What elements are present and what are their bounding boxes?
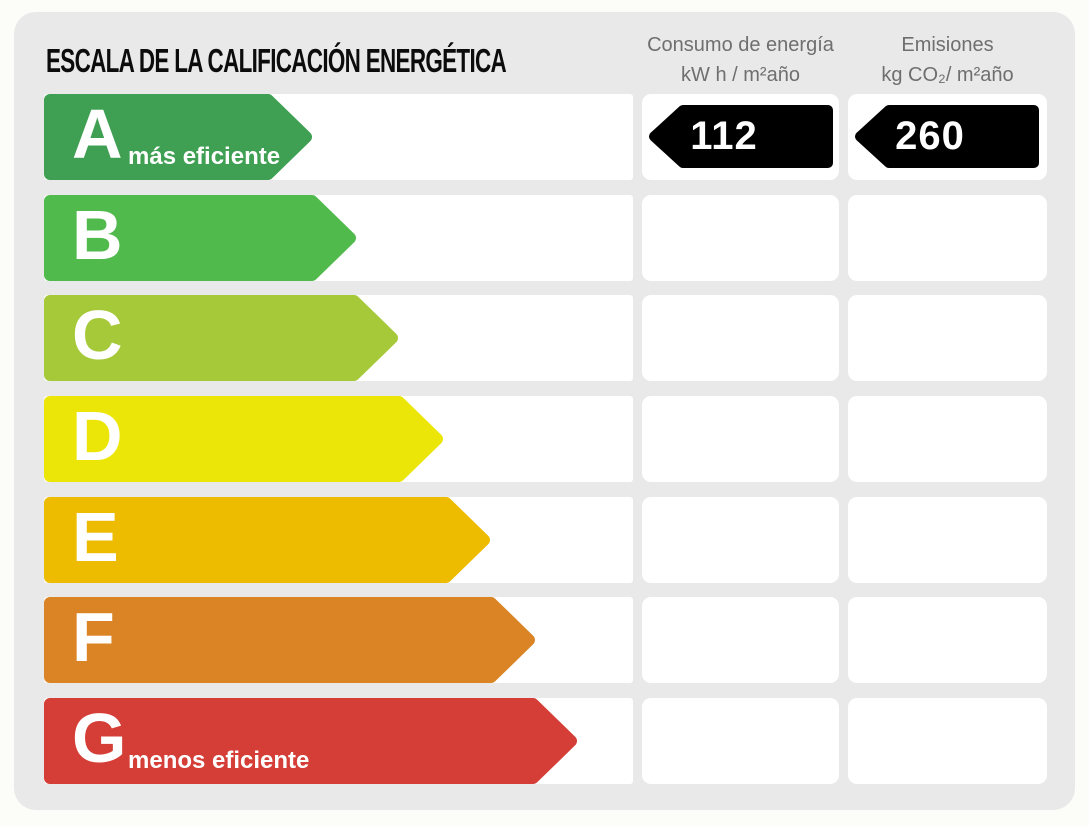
rating-label: menos eficiente (128, 747, 310, 774)
consumo-header-unit: kW h / m²año (681, 64, 800, 86)
badge-arrow-shape (855, 105, 1039, 168)
rating-arrow-icon (44, 597, 535, 683)
rating-arrow-icon (44, 94, 312, 180)
emisiones-cell (848, 295, 1047, 381)
rating-row-e: E (14, 497, 1075, 583)
emisiones-cell: 260 (848, 94, 1047, 180)
consumo-cell (642, 295, 839, 381)
rating-row-c: C (14, 295, 1075, 381)
rating-arrow-shape (44, 497, 490, 583)
rating-row-f: F (14, 597, 1075, 683)
rating-letter: G (72, 699, 127, 777)
emisiones-header-unit: kg CO₂/ m²año (881, 64, 1014, 86)
rating-letter: B (72, 196, 123, 274)
rating-arrow-shape (44, 195, 356, 281)
rating-label: más eficiente (128, 143, 281, 170)
badge-arrow-icon (855, 105, 1039, 168)
rating-arrow-icon (44, 295, 398, 381)
consumo-cell (642, 698, 839, 784)
rating-letter: F (72, 598, 115, 676)
consumo-cell: 112 (642, 94, 839, 180)
emisiones-value-badge: 260 (855, 105, 1039, 168)
rating-arrow-shape (44, 597, 535, 683)
label-panel: ESCALA DE LA CALIFICACIÓN ENERGÉTICA Con… (14, 12, 1075, 810)
rating-row-g: G menos eficiente (14, 698, 1075, 784)
rating-row-d: D (14, 396, 1075, 482)
rating-arrow-icon (44, 195, 356, 281)
badge-arrow-icon (649, 105, 833, 168)
rating-letter: C (72, 296, 123, 374)
rating-arrow-icon (44, 497, 490, 583)
rating-letter: E (72, 498, 119, 576)
rating-arrow-shape (44, 295, 398, 381)
rating-arrow-icon (44, 698, 577, 784)
emisiones-cell (848, 698, 1047, 784)
emisiones-value: 260 (895, 114, 965, 158)
emisiones-cell (848, 396, 1047, 482)
consumo-value: 112 (690, 114, 758, 158)
page-title: ESCALA DE LA CALIFICACIÓN ENERGÉTICA (46, 42, 507, 79)
rating-arrow-icon (44, 396, 443, 482)
consumo-header-title: Consumo de energía (647, 34, 834, 56)
rating-letter: A (72, 95, 123, 173)
consumo-cell (642, 497, 839, 583)
emisiones-cell (848, 497, 1047, 583)
emisiones-header-title: Emisiones (901, 34, 994, 56)
rating-row-b: B (14, 195, 1075, 281)
consumo-cell (642, 195, 839, 281)
rating-arrow-shape (44, 396, 443, 482)
emisiones-cell (848, 195, 1047, 281)
consumo-cell (642, 396, 839, 482)
consumo-cell (642, 597, 839, 683)
consumo-column-header: Consumo de energía kW h / m²año (642, 30, 839, 90)
badge-arrow-shape (649, 105, 833, 168)
rating-letter: D (72, 397, 123, 475)
emisiones-column-header: Emisiones kg CO₂/ m²año (848, 30, 1047, 90)
rating-row-a: 112 260 A más eficiente (14, 94, 1075, 180)
emisiones-cell (848, 597, 1047, 683)
rating-arrow-shape (44, 698, 577, 784)
rating-arrow-shape (44, 94, 312, 180)
consumo-value-badge: 112 (649, 105, 833, 168)
